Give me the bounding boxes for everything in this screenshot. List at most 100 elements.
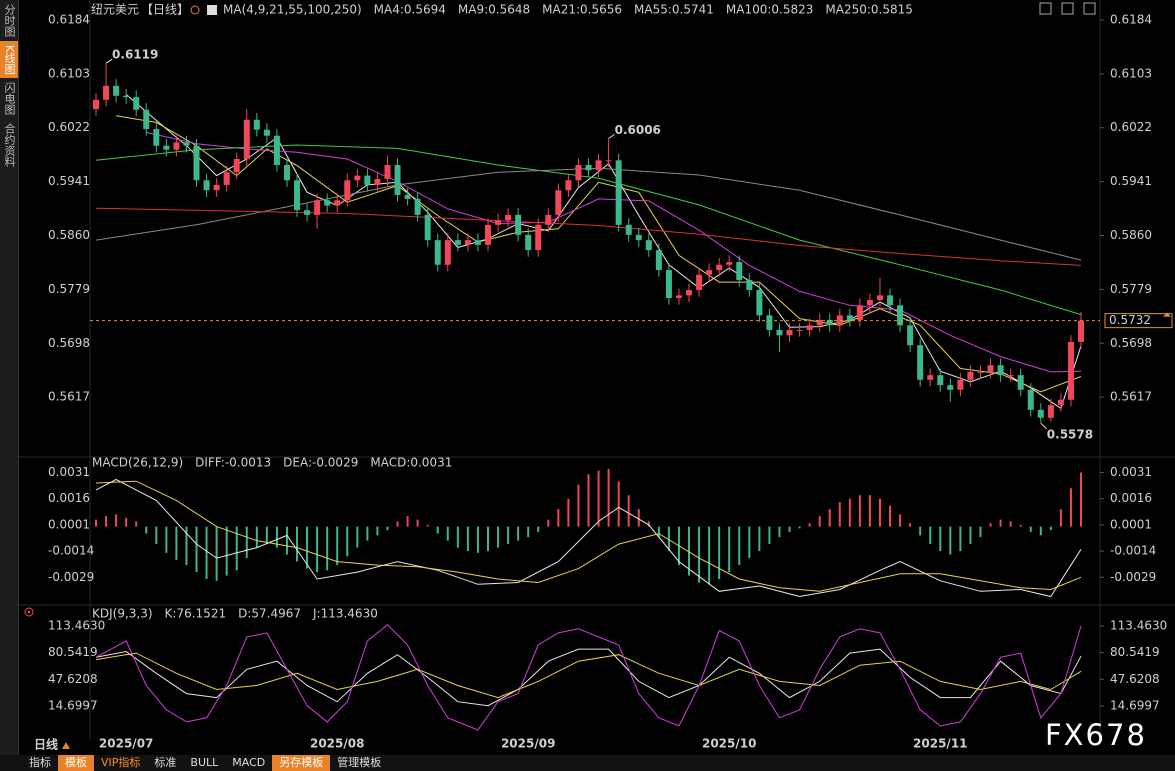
macd-bar (848, 498, 851, 527)
tab[interactable]: 标准 (154, 756, 177, 769)
macd-bar (336, 526, 339, 566)
watermark: FX678 (1045, 718, 1147, 752)
add-icon (190, 5, 200, 15)
candle-body (595, 160, 602, 171)
candle-body (866, 300, 873, 306)
x-tick-label: 2025/08 (310, 737, 364, 751)
macd-bar (406, 516, 409, 527)
candle-body (846, 315, 853, 320)
sidebar-tab[interactable]: 闪电图 (3, 82, 16, 116)
panel-icon (24, 607, 34, 617)
macd-bar (446, 526, 449, 541)
macd-bar (748, 526, 751, 559)
candle-body (977, 371, 984, 373)
candle-body (344, 180, 351, 201)
macd-bar (346, 526, 349, 557)
indicator-line (95, 624, 1082, 731)
macd-bar (466, 526, 469, 552)
macd-bar (105, 516, 108, 527)
candle-body (304, 210, 311, 215)
candle-body (1067, 341, 1074, 400)
sidebar-tab[interactable]: 合约资料 (3, 123, 16, 168)
y-tick-label: 0.5941 (1110, 174, 1152, 188)
macd-bar (607, 468, 610, 527)
candle-body (113, 85, 120, 96)
symbol-title: 纽元美元 (91, 3, 139, 17)
candle-body (927, 375, 934, 380)
macd-bar (95, 519, 97, 527)
y-tick-label: 0.6184 (1110, 12, 1152, 26)
macd-bar (125, 517, 128, 527)
y-tick-label: 0.5698 (48, 336, 90, 350)
candle-body (495, 220, 502, 225)
candle-body (615, 160, 622, 225)
candle-body (796, 329, 803, 331)
candle-body (143, 109, 150, 130)
ma-icon (207, 5, 218, 15)
sidebar: 分时图 K线图 闪电图 合约资料 (0, 0, 19, 771)
macd-bar (316, 526, 319, 573)
panel-icon (27, 610, 31, 614)
legend-entry: K:76.1521 (165, 607, 227, 621)
candle-body (897, 305, 904, 326)
candle-body (374, 178, 381, 185)
macd-bar (959, 526, 962, 552)
candle-body (635, 234, 642, 241)
macd-bar (1009, 521, 1012, 527)
candle-body (253, 119, 260, 130)
sidebar-tab[interactable]: K线图 (0, 41, 18, 79)
macd-bar (567, 498, 570, 527)
macd-bar (1049, 526, 1052, 531)
last-price-box (1104, 313, 1173, 329)
macd-bar (235, 526, 238, 571)
candle-body (655, 250, 662, 271)
macd-bar (688, 526, 691, 576)
macd-bar (999, 519, 1002, 527)
tab[interactable]: 管理模板 (337, 756, 382, 769)
macd-bar (1019, 524, 1022, 527)
macd-bar (1039, 526, 1042, 536)
candle-body (233, 158, 240, 173)
candle-body (93, 99, 99, 110)
candle-body (776, 329, 783, 336)
legend-entry: MA21:0.5656 (542, 3, 622, 17)
tab[interactable]: 指标 (29, 756, 51, 769)
candle-body (887, 295, 894, 306)
tab[interactable]: 另存模板 (272, 755, 331, 771)
y-tick-label: 0.6103 (1110, 66, 1152, 80)
macd-bar (627, 495, 630, 527)
y-tick-label: -0.0014 (1110, 544, 1156, 558)
annotation: 0.6006 (615, 123, 661, 137)
y-tick-label: -0.0029 (1110, 570, 1156, 584)
window-icon (1083, 2, 1096, 15)
macd-bar (808, 523, 811, 527)
candle-body (203, 180, 210, 191)
x-tick-label: 2025/09 (501, 737, 555, 751)
candle-body (474, 240, 481, 245)
sidebar-tab[interactable]: 分时图 (3, 4, 16, 37)
candle-body (1037, 409, 1044, 418)
macd-bar (497, 526, 500, 548)
candle-body (243, 119, 250, 159)
macd-bar (919, 526, 922, 536)
candle-body (816, 319, 823, 326)
y-tick-label: 113.4630 (1110, 619, 1167, 633)
candle-body (957, 379, 964, 390)
macd-bar (979, 526, 982, 538)
macd-bar (285, 526, 288, 555)
legend-entry: MA9:0.5648 (458, 3, 530, 17)
tab[interactable]: 模板 (58, 755, 94, 771)
candle-body (193, 145, 200, 181)
candle-body (153, 129, 160, 146)
y-tick-label: 14.6997 (48, 698, 98, 712)
tab[interactable]: BULL (190, 756, 219, 769)
macd-bar (366, 526, 369, 541)
tab[interactable]: VIP指标 (101, 756, 141, 769)
tab[interactable]: MACD (232, 756, 266, 769)
candle-body (665, 270, 672, 299)
candle-body (545, 214, 552, 225)
macd-bar (587, 474, 590, 527)
macd-bar (356, 526, 359, 548)
annotation: 0.6119 (112, 48, 158, 62)
